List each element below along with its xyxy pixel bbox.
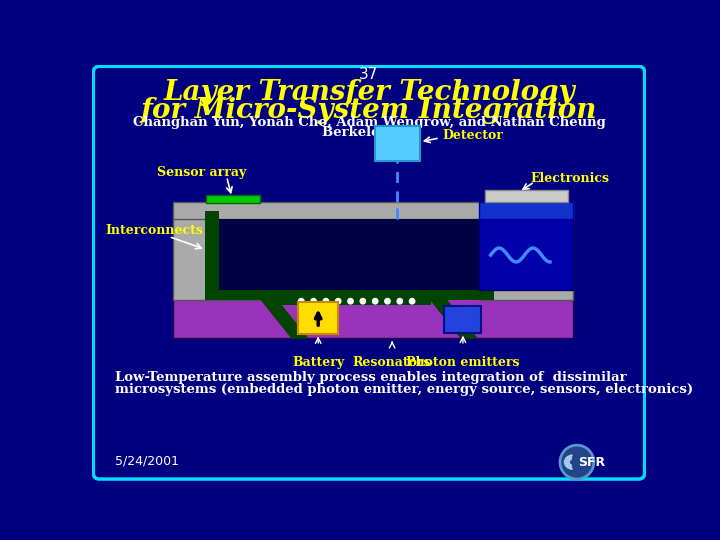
Circle shape: [311, 299, 316, 304]
Circle shape: [360, 299, 366, 304]
Text: Detector: Detector: [442, 129, 503, 142]
Bar: [479, 202, 573, 219]
Text: Berkeley, CA: Berkeley, CA: [322, 126, 416, 139]
Polygon shape: [431, 300, 477, 338]
Circle shape: [372, 299, 378, 304]
Polygon shape: [261, 300, 307, 338]
Circle shape: [560, 445, 594, 479]
Bar: [276, 298, 431, 305]
Bar: [173, 211, 259, 300]
Text: 5/24/2001: 5/24/2001: [115, 455, 179, 468]
Text: 37: 37: [359, 67, 379, 82]
Text: Electronics: Electronics: [531, 172, 610, 185]
Text: Interconnects: Interconnects: [106, 224, 204, 237]
Bar: [219, 219, 479, 291]
Bar: [205, 211, 219, 300]
Bar: [479, 211, 493, 300]
Text: Photon emitters: Photon emitters: [406, 356, 520, 369]
Circle shape: [299, 299, 304, 304]
Circle shape: [323, 299, 328, 304]
Text: Battery: Battery: [292, 356, 344, 369]
Bar: [206, 195, 260, 202]
Bar: [444, 306, 482, 333]
Circle shape: [384, 299, 390, 304]
Text: SFR: SFR: [578, 456, 606, 469]
Bar: [173, 202, 573, 219]
Text: Layer Transfer Technology: Layer Transfer Technology: [163, 79, 575, 106]
Circle shape: [348, 299, 354, 304]
Bar: [375, 126, 420, 161]
Text: microsystems (embedded photon emitter, energy source, sensors, electronics): microsystems (embedded photon emitter, e…: [115, 383, 693, 396]
Bar: [479, 219, 573, 291]
Text: for Micro-System Integration: for Micro-System Integration: [141, 97, 597, 124]
Text: Sensor array: Sensor array: [157, 166, 246, 179]
Text: Low-Temperature assembly process enables integration of  dissimilar: Low-Temperature assembly process enables…: [115, 372, 626, 384]
Bar: [479, 211, 573, 300]
Bar: [173, 292, 573, 338]
Circle shape: [397, 299, 402, 304]
Circle shape: [336, 299, 341, 304]
Bar: [219, 291, 494, 300]
Circle shape: [410, 299, 415, 304]
Bar: [298, 302, 338, 334]
Text: Resonators: Resonators: [353, 356, 431, 369]
Text: Changhan Yun, Yonah Cho, Adam Wengrow, and Nathan Cheung: Changhan Yun, Yonah Cho, Adam Wengrow, a…: [132, 116, 606, 129]
Bar: [206, 218, 219, 300]
Bar: [485, 190, 567, 202]
FancyBboxPatch shape: [94, 66, 644, 479]
